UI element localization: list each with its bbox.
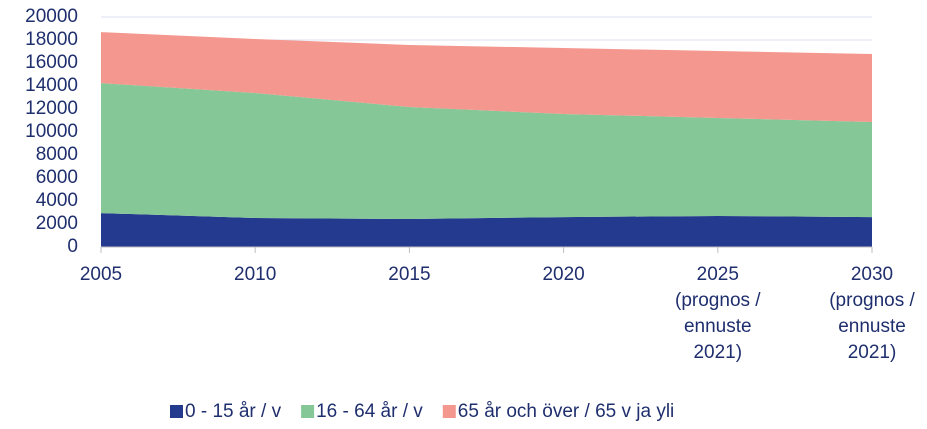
legend-swatch [301,405,315,418]
x-tick-label: 2025 [697,264,739,285]
y-tick-label: 6000 [36,167,78,188]
area [101,213,872,247]
legend-label: 16 - 64 år / v [316,401,423,422]
x-tick-label: ennuste [684,316,752,337]
y-tick-label: 4000 [36,190,78,211]
x-tick-label: (prognos / [675,290,761,311]
area [101,32,872,122]
y-tick-label: 8000 [36,144,78,165]
y-tick-label: 16000 [25,52,78,73]
y-tick-label: 12000 [25,98,78,119]
x-tick-label: 2005 [80,264,122,285]
x-tick-label: 2021) [848,342,897,363]
legend-swatch [170,405,183,418]
legend-swatch [442,405,456,418]
y-tick-label: 20000 [25,6,78,27]
y-tick-label: 18000 [25,29,78,50]
y-tick-label: 14000 [25,75,78,96]
area [101,83,872,220]
legend-label: 0 - 15 år / v [185,401,282,422]
x-tick-label: ennuste [838,316,906,337]
y-tick-label: 10000 [25,121,78,142]
legend-label: 65 år och över / 65 v ja yli [458,401,675,422]
x-tick-label: 2010 [234,264,276,285]
y-tick-label: 0 [67,236,78,257]
x-tick-label: 2020 [542,264,584,285]
x-tick-label: (prognos / [829,290,915,311]
x-tick-label: 2021) [693,342,742,363]
y-tick-label: 2000 [36,213,78,234]
x-tick-label: 2030 [851,264,893,285]
x-tick-label: 2015 [388,264,430,285]
